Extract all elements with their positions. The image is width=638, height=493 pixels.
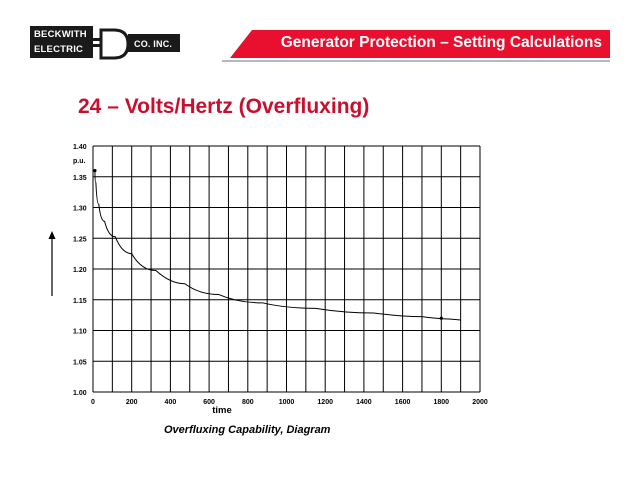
y-axis-label: p.u. [73, 158, 85, 165]
x-tick-label: 1200 [317, 399, 333, 406]
banner-title: Generator Protection – Setting Calculati… [280, 34, 602, 51]
y-tick-label: 1.10 [73, 329, 87, 336]
x-tick-label: 400 [165, 399, 177, 406]
y-tick-label: 1.30 [73, 206, 87, 213]
company-logo [30, 26, 180, 60]
curve-marker [93, 169, 97, 173]
x-tick-label: 2000 [472, 399, 488, 406]
logo-left-block [30, 26, 93, 58]
x-tick-label: 200 [126, 399, 138, 406]
logo-line-1: BECKWITH [34, 29, 87, 40]
y-tick-label: 1.00 [73, 390, 87, 397]
logo-suffix: CO. INC. [134, 39, 173, 49]
curve-marker [439, 316, 443, 320]
beckwith-d-plug-icon [99, 28, 130, 60]
logo-right-block [128, 34, 180, 52]
x-tick-label: 800 [242, 399, 254, 406]
chart-caption: Overfluxing Capability, Diagram [164, 424, 331, 436]
x-axis-label: time [212, 405, 232, 416]
x-tick-label: 1600 [395, 399, 411, 406]
x-tick-label: 1400 [356, 399, 372, 406]
x-tick-label: 600 [203, 399, 215, 406]
title-banner [230, 30, 610, 58]
slide-header: BECKWITH ELECTRIC CO. INC. Generator Pro… [0, 0, 638, 64]
y-tick-label: 1.05 [73, 359, 87, 366]
logo-line-2: ELECTRIC [34, 44, 84, 55]
x-tick-label: 0 [91, 399, 95, 406]
banner-underline [222, 60, 610, 62]
y-tick-label: 1.20 [73, 267, 87, 274]
overfluxing-curve [94, 170, 461, 321]
y-tick-label: 1.25 [73, 236, 87, 243]
slide-title: 24 – Volts/Hertz (Overfluxing) [78, 95, 370, 118]
y-tick-label: 1.15 [73, 298, 87, 305]
y-tick-label: 1.40 [73, 144, 87, 151]
y-axis-arrow-head [48, 231, 56, 239]
x-tick-label: 1800 [434, 399, 450, 406]
y-tick-label: 1.35 [73, 175, 87, 182]
x-tick-label: 1000 [279, 399, 295, 406]
